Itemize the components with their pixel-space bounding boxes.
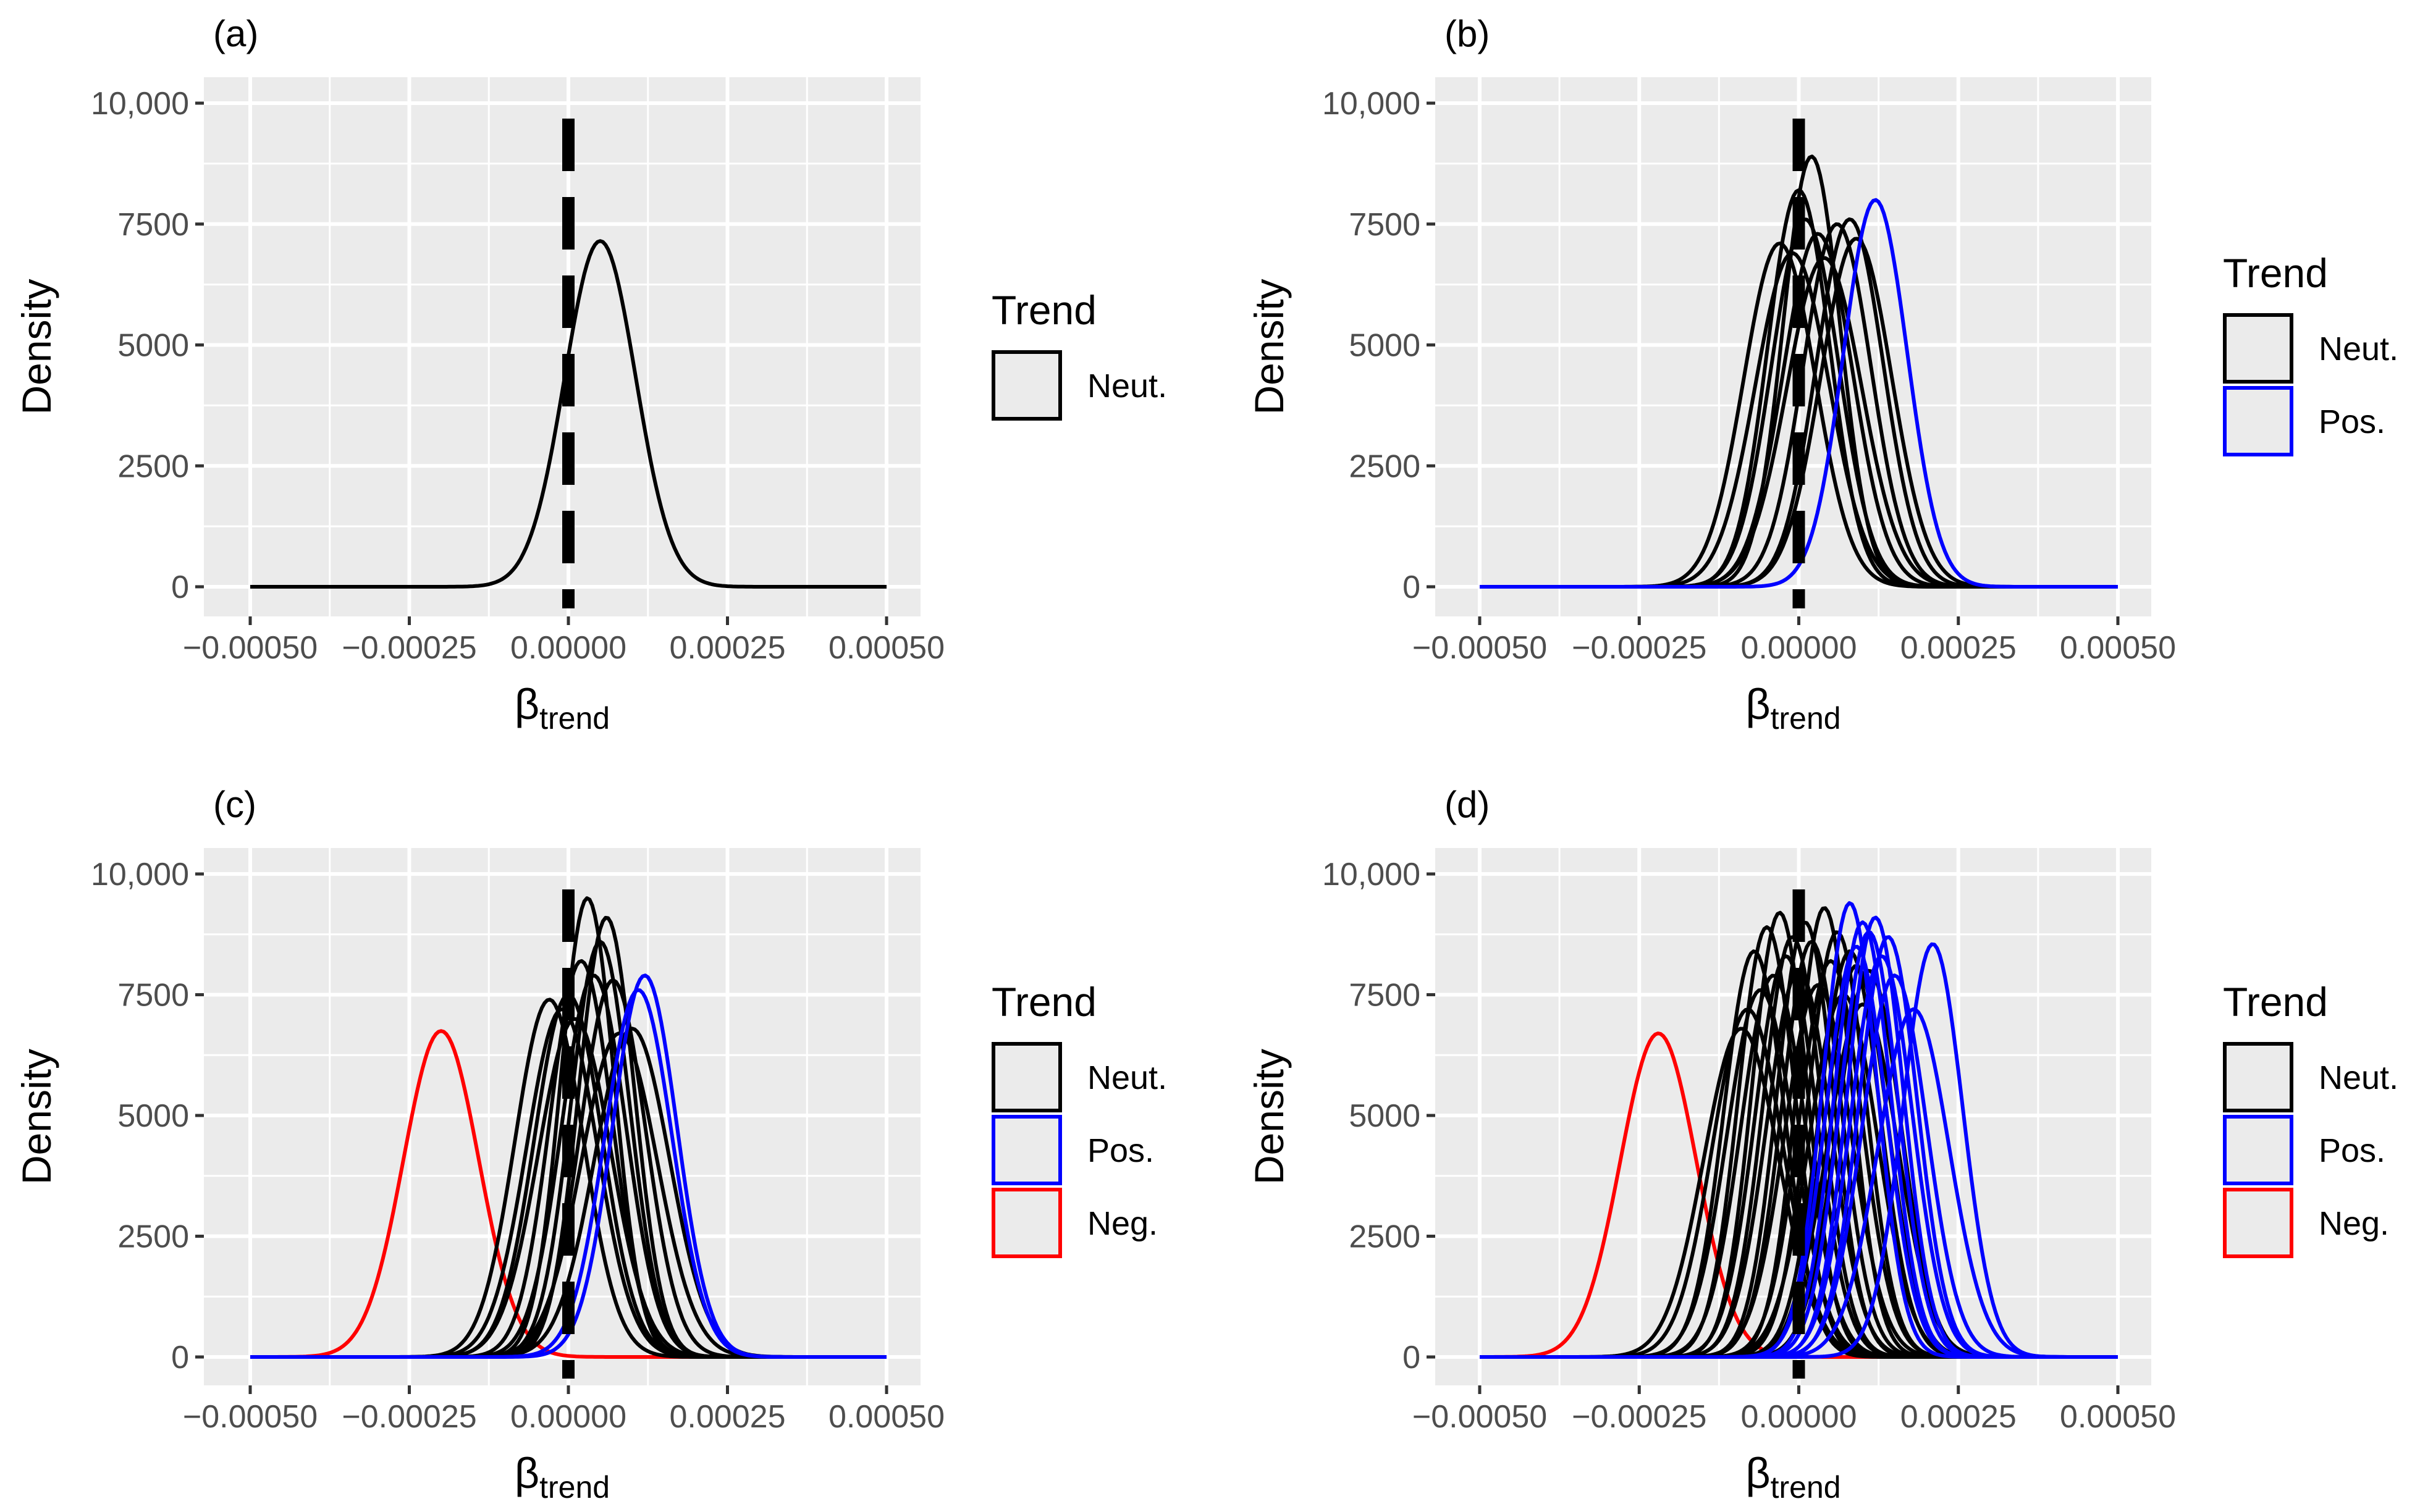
y-tick-label: 7500 xyxy=(1349,207,1420,243)
x-axis-label-main: β xyxy=(515,1449,539,1497)
legend-key-neg xyxy=(2223,1188,2293,1258)
x-axis-label-subscript: trend xyxy=(539,1470,610,1505)
x-tick-label: 0.00050 xyxy=(828,1399,945,1435)
y-tick-label: 5000 xyxy=(1349,328,1420,364)
x-tick-label: 0.00050 xyxy=(2060,1399,2176,1435)
y-tick-label: 0 xyxy=(171,1340,189,1376)
y-axis-label: Density xyxy=(14,1049,59,1185)
y-axis-label: Density xyxy=(14,279,59,414)
legend-key-pos xyxy=(2223,1115,2293,1185)
x-tick-label: −0.00050 xyxy=(1412,1399,1547,1435)
y-tick-label: 5000 xyxy=(117,328,189,364)
legend: Trend Neut. Pos. Neg. xyxy=(992,979,1167,1258)
y-tick-label: 10,000 xyxy=(1322,857,1420,892)
legend-label-neut: Neut. xyxy=(1087,368,1167,405)
x-tick-label: 0.00025 xyxy=(1900,630,2017,666)
y-tick-label: 10,000 xyxy=(91,86,189,122)
density-curve-pos xyxy=(1480,198,2118,589)
x-tick-label: −0.00025 xyxy=(342,1399,476,1435)
y-tick-label: 7500 xyxy=(117,978,189,1014)
panel-label: (c) xyxy=(213,784,256,825)
legend: Trend Neut. Pos. Neg. xyxy=(2223,979,2398,1258)
x-axis-label-main: β xyxy=(1745,680,1770,728)
panel-a: −0.00050 −0.00025 0.00000 0.00025 0.00050 0 25… xyxy=(14,13,1167,736)
legend: Trend Neut. xyxy=(992,287,1167,421)
x-tick-label: 0.00000 xyxy=(510,630,626,666)
x-axis-label: βtrend xyxy=(515,1449,610,1505)
x-tick-label: −0.00050 xyxy=(183,1399,318,1435)
panel-label: (b) xyxy=(1444,13,1490,54)
legend-label-neut: Neut. xyxy=(1087,1059,1167,1096)
x-axis-label-main: β xyxy=(515,680,539,728)
x-axis-label: βtrend xyxy=(1745,680,1840,736)
x-tick-label: −0.00050 xyxy=(183,630,318,666)
x-tick-label: −0.00025 xyxy=(1572,630,1706,666)
x-axis-label-main: β xyxy=(1745,1449,1770,1497)
y-tick-label: 2500 xyxy=(1349,1219,1420,1255)
legend-label-pos: Pos. xyxy=(2319,403,2385,440)
x-axis-label: βtrend xyxy=(515,680,610,736)
y-axis-label: Density xyxy=(1246,279,1292,414)
y-tick-label: 10,000 xyxy=(1322,86,1420,122)
x-axis-label-subscript: trend xyxy=(539,701,610,736)
x-tick-label: 0.00050 xyxy=(828,630,945,666)
panel-b: −0.00050 −0.00025 0.00000 0.00025 0.00050 0 25… xyxy=(1246,13,2398,736)
y-axis-label: Density xyxy=(1246,1049,1292,1185)
panel-d: −0.00050 −0.00025 0.00000 0.00025 0.00050 0 25… xyxy=(1246,784,2398,1505)
legend-label-pos: Pos. xyxy=(2319,1132,2385,1169)
x-tick-label: 0.00000 xyxy=(510,1399,626,1435)
y-tick-label: 2500 xyxy=(117,1219,189,1255)
legend-title: Trend xyxy=(2223,250,2328,296)
y-tick-label: 0 xyxy=(1402,1340,1420,1376)
x-axis-label-subscript: trend xyxy=(1771,701,1841,736)
legend-key-pos xyxy=(2223,386,2293,456)
x-tick-label: 0.00050 xyxy=(2060,630,2176,666)
legend-label-neg: Neg. xyxy=(2319,1205,2389,1242)
x-tick-label: −0.00025 xyxy=(342,630,476,666)
legend-title: Trend xyxy=(2223,979,2328,1025)
y-tick-label: 0 xyxy=(171,569,189,605)
legend-label-neut: Neut. xyxy=(2319,1059,2398,1096)
x-tick-label: 0.00000 xyxy=(1741,630,1857,666)
density-curve-pos xyxy=(250,973,887,1359)
legend-label-neg: Neg. xyxy=(1087,1205,1158,1242)
y-tick-label: 7500 xyxy=(1349,978,1420,1014)
legend-label-pos: Pos. xyxy=(1087,1132,1154,1169)
x-tick-label: −0.00050 xyxy=(1412,630,1547,666)
density-curve-pos xyxy=(1480,942,2118,1359)
y-tick-label: 2500 xyxy=(1349,448,1420,484)
legend-key-neut xyxy=(2223,1042,2293,1112)
x-tick-label: 0.00025 xyxy=(1900,1399,2017,1435)
legend-title: Trend xyxy=(992,287,1097,333)
x-axis-label-subscript: trend xyxy=(1771,1470,1841,1505)
x-tick-label: 0.00025 xyxy=(670,1399,786,1435)
legend-key-neg xyxy=(992,1188,1062,1258)
x-tick-label: −0.00025 xyxy=(1572,1399,1706,1435)
panel-c: −0.00050 −0.00025 0.00000 0.00025 0.00050 0 25… xyxy=(14,784,1167,1505)
y-tick-label: 7500 xyxy=(117,207,189,243)
legend-key-pos xyxy=(992,1115,1062,1185)
y-tick-label: 0 xyxy=(1402,569,1420,605)
legend-key-neut xyxy=(992,1042,1062,1112)
legend-label-neut: Neut. xyxy=(2319,330,2398,368)
legend-title: Trend xyxy=(992,979,1097,1025)
panel-label: (d) xyxy=(1444,784,1490,825)
y-tick-label: 10,000 xyxy=(91,857,189,892)
legend-key-neut xyxy=(992,350,1062,421)
x-tick-label: 0.00025 xyxy=(670,630,786,666)
y-tick-label: 2500 xyxy=(117,448,189,484)
y-tick-label: 5000 xyxy=(1349,1098,1420,1134)
legend-key-neut xyxy=(2223,313,2293,384)
x-axis-label: βtrend xyxy=(1745,1449,1840,1505)
panel-label: (a) xyxy=(213,13,258,54)
legend: Trend Neut. Pos. xyxy=(2223,250,2398,456)
y-tick-label: 5000 xyxy=(117,1098,189,1134)
x-tick-label: 0.00000 xyxy=(1741,1399,1857,1435)
